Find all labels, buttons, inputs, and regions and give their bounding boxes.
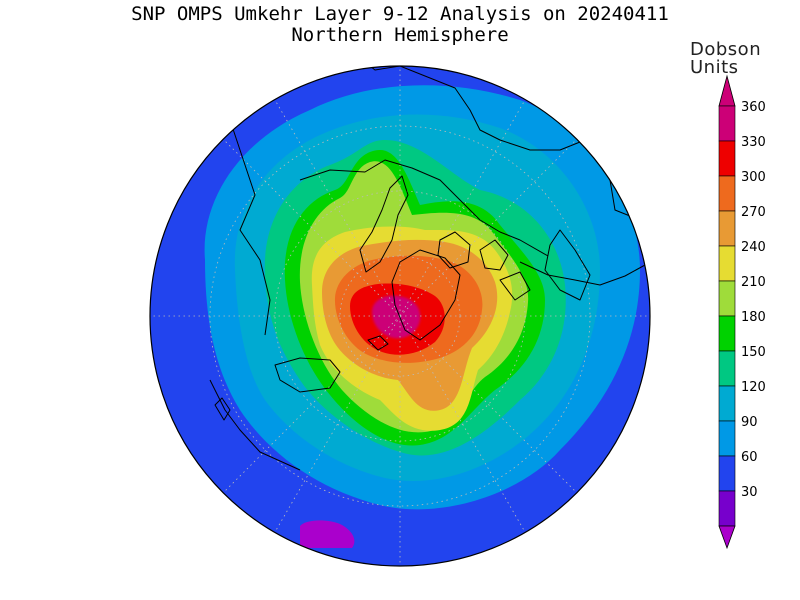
- colorbar-units-label-line1: Dobson: [690, 39, 762, 60]
- coast-greenland: [391, 249, 461, 341]
- coast-europe: [274, 357, 341, 393]
- colorbar-segment-360: [718, 105, 736, 142]
- colorbar-tick-label-210: 210: [741, 275, 766, 290]
- colorbar-segment-90: [718, 420, 736, 457]
- coast-asia-east: [229, 119, 271, 336]
- colorbar-tick-label-30: 30: [741, 485, 758, 500]
- colorbar-tick-label-180: 180: [741, 310, 766, 325]
- colorbar-segment-330: [718, 140, 736, 177]
- colorbar-segment-120: [718, 385, 736, 422]
- colorbar-tick-label-270: 270: [741, 205, 766, 220]
- colorbar-segment-180: [718, 315, 736, 352]
- colorbar-tick-label-240: 240: [741, 240, 766, 255]
- coast-siberia: [299, 159, 549, 257]
- coast-hudson-bay: [544, 229, 591, 301]
- map-title: SNP OMPS Umkehr Layer 9-12 Analysis on 2…: [131, 3, 669, 25]
- colorbar-tick-label-360: 360: [741, 100, 766, 115]
- coast-iceland: [367, 335, 389, 351]
- map-subtitle: Northern Hemisphere: [291, 24, 509, 46]
- colorbar-tick-label-300: 300: [741, 170, 766, 185]
- colorbar-segments: 360 330 300 270 240 210 180 150 120 90 60 30: [718, 74, 766, 550]
- contour-band-over-360: [372, 295, 421, 339]
- coast-alaska: [519, 261, 646, 286]
- contour-fill-layer: [150, 66, 650, 566]
- hemisphere-boundary: [149, 65, 651, 567]
- colorbar-units-label-line2: Units: [690, 57, 739, 78]
- colorbar-segment-150: [718, 350, 736, 387]
- colorbar-tick-label-90: 90: [741, 415, 758, 430]
- colorbar-segment-300: [718, 175, 736, 212]
- colorbar-tick-label-330: 330: [741, 135, 766, 150]
- colorbar-tick-label-150: 150: [741, 345, 766, 360]
- coastlines: [209, 66, 646, 471]
- colorbar-segment-30: [718, 490, 736, 527]
- colorbar-tick-label-60: 60: [741, 450, 758, 465]
- contour-band-30-60: [300, 520, 355, 548]
- colorbar-over-arrow: [718, 74, 736, 107]
- colorbar-tick-label-120: 120: [741, 380, 766, 395]
- colorbar-segment-240: [718, 245, 736, 282]
- graticule: [150, 66, 650, 566]
- colorbar-under-arrow: [718, 525, 736, 550]
- coast-canadian-archipelago: [437, 231, 531, 301]
- colorbar-segment-270: [718, 210, 736, 247]
- colorbar-segment-60: [718, 455, 736, 492]
- colorbar-segment-210: [718, 280, 736, 317]
- coast-scandinavia: [359, 175, 409, 273]
- coast-japan: [214, 397, 231, 421]
